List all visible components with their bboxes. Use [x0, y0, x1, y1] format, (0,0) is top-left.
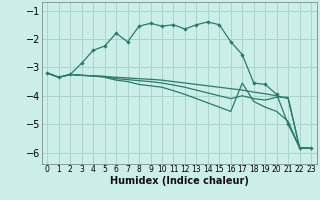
- X-axis label: Humidex (Indice chaleur): Humidex (Indice chaleur): [110, 176, 249, 186]
